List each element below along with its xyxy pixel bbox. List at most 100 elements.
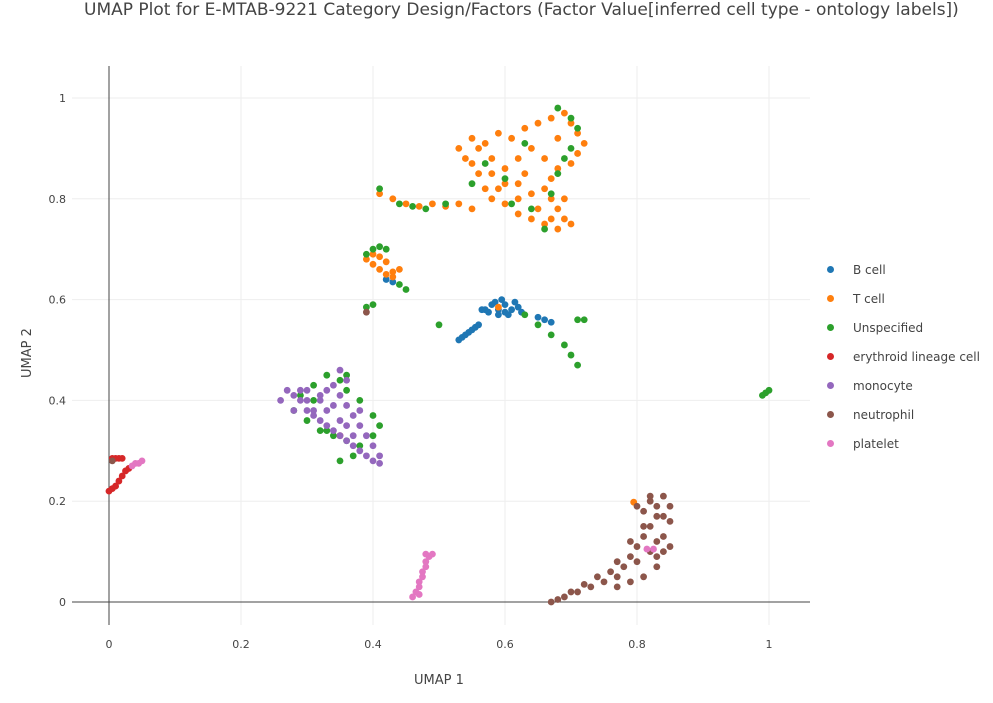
data-point[interactable] [528, 205, 535, 213]
data-point[interactable] [640, 523, 647, 530]
data-point[interactable] [514, 155, 522, 162]
data-point[interactable] [429, 200, 436, 208]
data-point[interactable] [574, 361, 581, 369]
data-point[interactable] [118, 472, 126, 480]
data-point[interactable] [356, 397, 364, 404]
data-point[interactable] [310, 412, 317, 419]
data-point[interactable] [528, 190, 535, 198]
data-point[interactable] [561, 593, 568, 601]
legend-item-erythroid-lineage-cell[interactable]: erythroid lineage cell [824, 342, 980, 371]
data-point[interactable] [554, 134, 562, 142]
data-point[interactable] [138, 457, 146, 465]
data-point[interactable] [419, 568, 426, 576]
data-point[interactable] [389, 268, 397, 276]
data-point[interactable] [376, 185, 383, 193]
data-point[interactable] [640, 507, 647, 515]
data-point[interactable] [567, 114, 575, 122]
data-point[interactable] [323, 371, 331, 379]
data-point[interactable] [323, 422, 331, 429]
data-point[interactable] [343, 402, 350, 409]
data-point[interactable] [514, 195, 522, 203]
data-point[interactable] [376, 265, 383, 273]
data-point[interactable] [660, 492, 667, 500]
data-point[interactable] [580, 139, 588, 147]
data-point[interactable] [547, 175, 555, 183]
data-point[interactable] [514, 303, 522, 311]
legend-item-neutrophil[interactable]: neutrophil [824, 400, 980, 429]
data-point[interactable] [666, 543, 674, 550]
data-point[interactable] [554, 170, 562, 178]
data-point[interactable] [640, 573, 647, 581]
data-point[interactable] [389, 273, 397, 281]
data-point[interactable] [554, 205, 562, 213]
data-point[interactable] [382, 271, 390, 278]
data-point[interactable] [567, 119, 575, 127]
data-point[interactable] [442, 200, 449, 208]
data-point[interactable] [376, 190, 383, 198]
data-point[interactable] [316, 427, 324, 435]
data-point[interactable] [303, 386, 311, 394]
data-point[interactable] [633, 502, 641, 510]
data-point[interactable] [547, 114, 555, 122]
data-point[interactable] [363, 303, 370, 311]
data-point[interactable] [646, 523, 654, 530]
data-point[interactable] [475, 145, 482, 152]
data-point[interactable] [554, 104, 562, 112]
data-point[interactable] [567, 145, 575, 152]
data-point[interactable] [297, 397, 304, 404]
data-point[interactable] [382, 258, 390, 266]
data-point[interactable] [511, 298, 519, 306]
data-point[interactable] [468, 180, 476, 188]
data-point[interactable] [501, 301, 509, 309]
data-point[interactable] [653, 512, 661, 520]
data-point[interactable] [455, 200, 463, 208]
data-point[interactable] [653, 563, 661, 571]
data-point[interactable] [574, 316, 581, 324]
data-point[interactable] [574, 588, 581, 596]
data-point[interactable] [323, 427, 331, 435]
data-point[interactable] [554, 165, 562, 172]
data-point[interactable] [547, 331, 555, 339]
data-point[interactable] [561, 195, 568, 203]
data-point[interactable] [613, 573, 621, 581]
data-point[interactable] [349, 442, 357, 450]
data-point[interactable] [422, 205, 430, 213]
data-point[interactable] [633, 558, 641, 566]
data-point[interactable] [316, 397, 324, 404]
data-point[interactable] [620, 563, 628, 571]
data-point[interactable] [462, 155, 469, 162]
data-point[interactable] [349, 452, 357, 460]
data-point[interactable] [501, 180, 509, 188]
data-point[interactable] [541, 155, 548, 162]
data-point[interactable] [485, 308, 492, 316]
data-point[interactable] [660, 533, 667, 540]
data-point[interactable] [369, 457, 377, 465]
data-point[interactable] [343, 376, 350, 384]
data-point[interactable] [323, 407, 331, 414]
legend-item-unspecified[interactable]: Unspecified [824, 313, 980, 342]
data-point[interactable] [666, 517, 674, 525]
data-point[interactable] [343, 371, 350, 379]
data-point[interactable] [376, 460, 383, 467]
data-point[interactable] [376, 243, 383, 251]
data-point[interactable] [478, 306, 486, 314]
data-point[interactable] [481, 139, 489, 147]
data-point[interactable] [653, 502, 661, 510]
data-point[interactable] [435, 321, 443, 329]
data-point[interactable] [108, 457, 116, 465]
data-point[interactable] [349, 432, 357, 440]
data-point[interactable] [115, 477, 123, 485]
data-point[interactable] [514, 180, 522, 188]
data-point[interactable] [290, 391, 298, 399]
data-point[interactable] [613, 558, 621, 566]
data-point[interactable] [468, 205, 476, 213]
data-point[interactable] [336, 391, 344, 399]
data-point[interactable] [419, 573, 426, 581]
data-point[interactable] [534, 205, 542, 213]
data-point[interactable] [369, 301, 377, 309]
data-point[interactable] [409, 202, 416, 210]
data-point[interactable] [567, 588, 575, 596]
data-point[interactable] [574, 150, 581, 157]
data-point[interactable] [396, 200, 403, 208]
data-point[interactable] [415, 202, 423, 210]
